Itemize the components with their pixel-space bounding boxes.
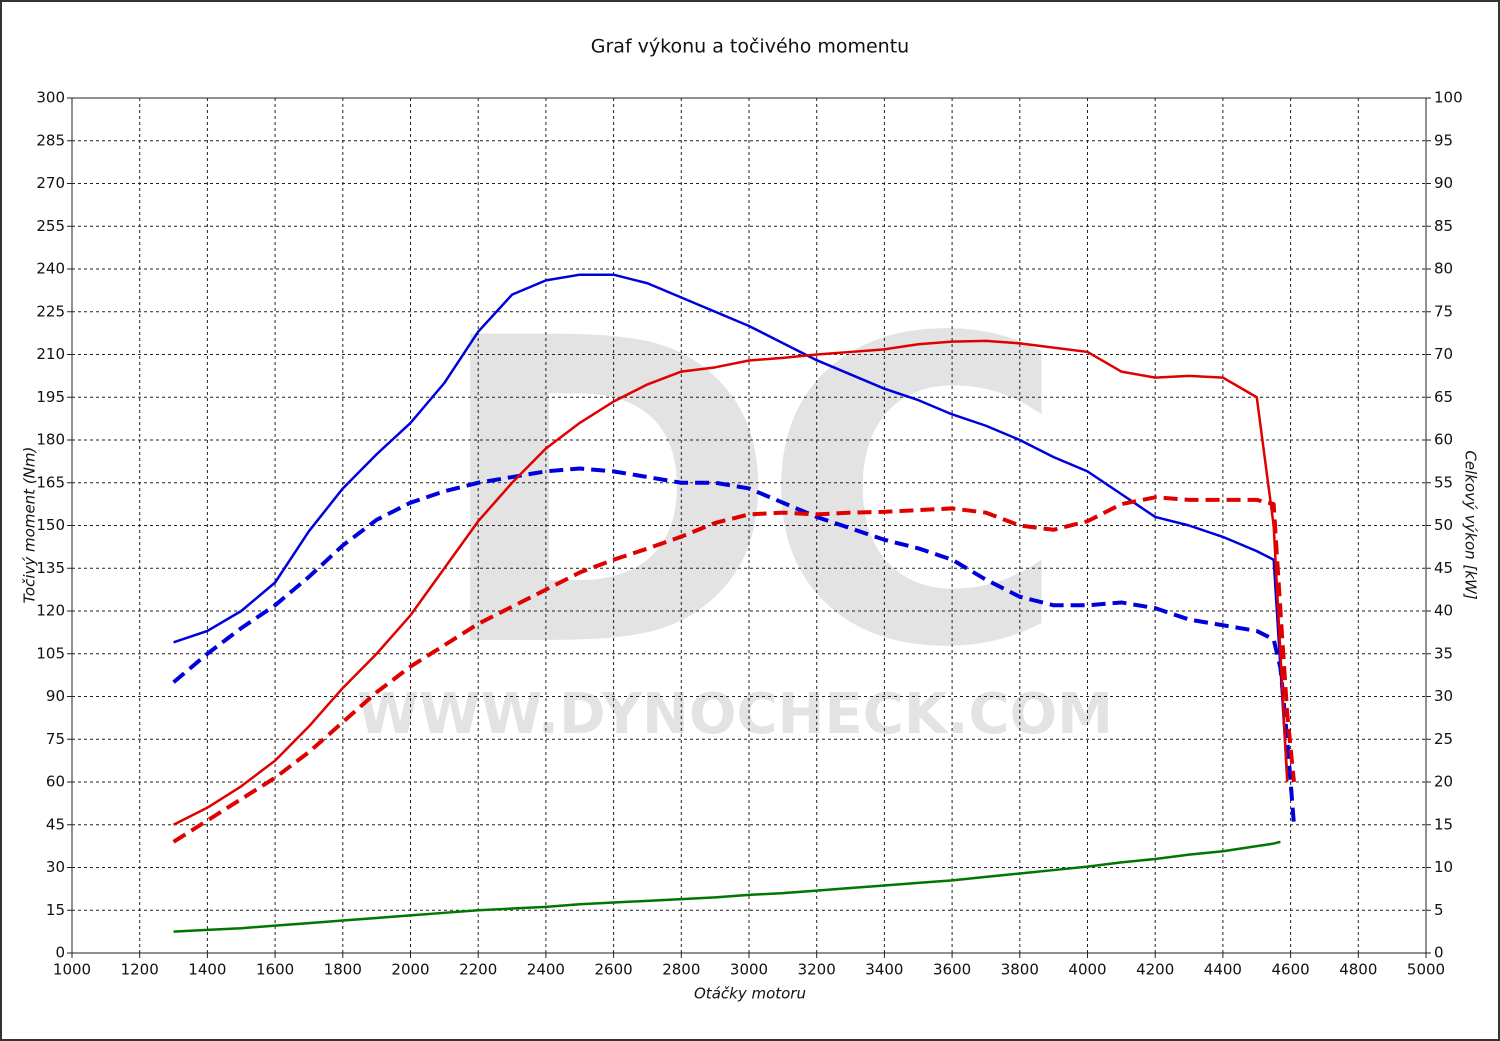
x-axis-label: Otáčky motoru [694,985,806,1003]
x-tick-label: 1400 [188,961,226,979]
y2-tick-label: 100 [1434,89,1463,107]
y-tick-label: 0 [55,944,65,962]
y-tick-label: 240 [36,260,65,278]
y2-tick-label: 55 [1434,473,1453,491]
x-tick-label: 4200 [1136,961,1174,979]
watermark: DC WWW.DYNOCHECK.COM [357,251,1113,747]
x-tick-label: 3800 [1001,961,1039,979]
series-line [173,273,1289,777]
series-line [173,840,1281,933]
y-tick-label: 300 [36,89,65,107]
y-tick-label: 75 [46,730,65,748]
y2-tick-label: 70 [1434,345,1453,363]
y-tick-label: 45 [46,815,65,833]
y2-tick-label: 95 [1434,131,1453,149]
y2-tick-label: 90 [1434,174,1453,192]
x-tick-label: 2400 [527,961,565,979]
y-tick-label: 105 [36,644,65,662]
series-line [172,339,1289,826]
series-line [172,495,1296,844]
x-tick-label: 4600 [1272,961,1310,979]
x-tick-label: 1000 [53,961,91,979]
y-tick-label: 285 [36,131,65,149]
x-tick-label: 4000 [1068,961,1106,979]
chart-title: Graf výkonu a točivého momentu [591,36,909,58]
y-tick-label: 195 [36,388,65,406]
y2-tick-label: 85 [1434,217,1453,235]
x-tick-label: 4800 [1339,961,1377,979]
x-tick-label: 1800 [324,961,362,979]
x-tick-label: 3400 [865,961,903,979]
y-tick-label: 120 [36,602,65,620]
y2-tick-label: 35 [1434,644,1453,662]
y-tick-label: 150 [36,516,65,534]
watermark-logo: DC [432,251,1049,740]
x-tick-label: 3600 [933,961,971,979]
y-tick-label: 225 [36,302,65,320]
x-tick-label: 5000 [1407,961,1445,979]
y2-tick-label: 5 [1434,901,1444,919]
y2-tick-label: 10 [1434,858,1453,876]
y2-tick-label: 0 [1434,944,1444,962]
y-tick-label: 135 [36,559,65,577]
y2-tick-label: 20 [1434,773,1453,791]
x-tick-label: 3000 [730,961,768,979]
y-tick-label: 255 [36,217,65,235]
x-tick-label: 4400 [1204,961,1242,979]
y-axis-label: Točivý moment (Nm) [21,447,39,604]
y-tick-label: 60 [46,773,65,791]
y2-tick-label: 65 [1434,388,1453,406]
y2-tick-label: 60 [1434,431,1453,449]
x-tick-label: 2000 [391,961,429,979]
y2-axis-label: Celkový výkon [kW] [1462,450,1480,600]
y-tick-label: 165 [36,473,65,491]
y2-tick-label: 15 [1434,815,1453,833]
y2-tick-label: 25 [1434,730,1453,748]
plot-area [71,97,1427,954]
y-tick-label: 15 [46,901,65,919]
x-tick-label: 2800 [662,961,700,979]
y-tick-label: 90 [46,687,65,705]
y2-tick-label: 50 [1434,516,1453,534]
x-tick-label: 1600 [256,961,294,979]
y-tick-label: 180 [36,431,65,449]
x-tick-label: 2200 [459,961,497,979]
y-tick-label: 270 [36,174,65,192]
y2-tick-label: 45 [1434,559,1453,577]
x-tick-label: 3200 [798,961,836,979]
series-line [172,466,1296,825]
y2-tick-label: 75 [1434,302,1453,320]
y-tick-label: 30 [46,858,65,876]
y2-tick-label: 80 [1434,260,1453,278]
y2-tick-label: 40 [1434,602,1453,620]
x-tick-label: 2600 [595,961,633,979]
y-tick-label: 210 [36,345,65,363]
y2-tick-label: 30 [1434,687,1453,705]
x-tick-label: 1200 [121,961,159,979]
watermark-url: WWW.DYNOCHECK.COM [357,682,1113,747]
